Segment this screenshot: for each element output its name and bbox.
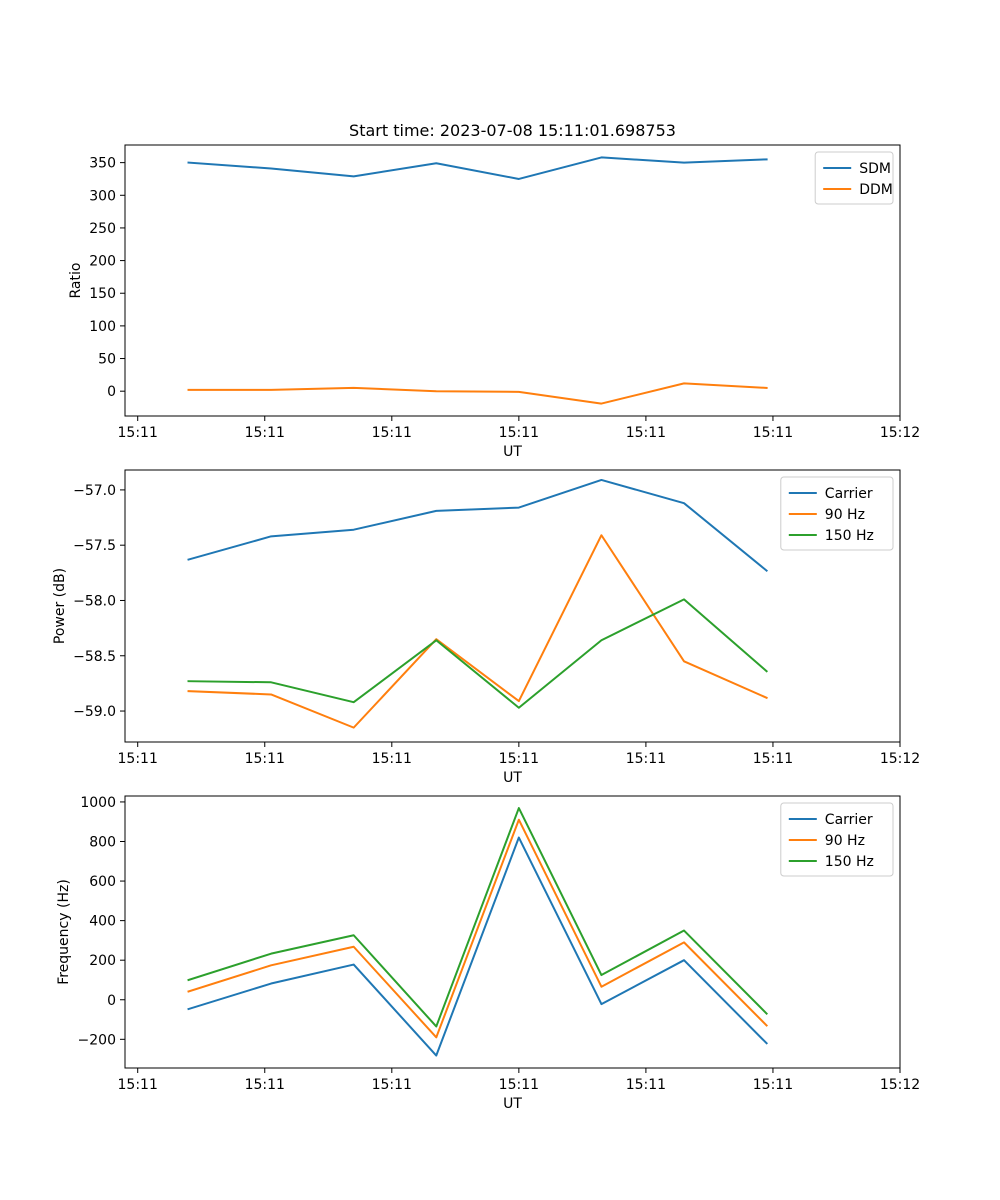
y-tick-label: 300 (89, 188, 116, 204)
y-tick-label: 350 (89, 156, 116, 172)
y-tick-label: −58.0 (73, 593, 116, 609)
series-line-90-hz (187, 818, 769, 1039)
legend-box (814, 151, 894, 205)
legend-box (780, 802, 894, 877)
y-tick-label: −58.5 (73, 649, 116, 665)
x-tick-label: 15:11 (372, 1077, 412, 1093)
y-tick-label: 600 (89, 874, 116, 890)
x-tick-label: 15:11 (626, 751, 666, 767)
x-tick-label: 15:11 (118, 425, 158, 441)
y-axis-label: Power (dB) (52, 568, 68, 644)
series-line-150-hz (187, 807, 769, 1028)
y-tick-label: −57.0 (73, 483, 116, 499)
x-tick-label: 15:11 (499, 1077, 539, 1093)
y-tick-label: −57.5 (73, 538, 116, 554)
x-tick-label: 15:11 (499, 425, 539, 441)
axes-frame (124, 144, 901, 417)
y-tick-label: 1000 (80, 795, 116, 811)
legend: Carrier 90 Hz 150 Hz (780, 476, 894, 551)
x-tick-label: 15:11 (245, 1077, 285, 1093)
y-tick-label: 800 (89, 834, 116, 850)
axes-frame (124, 795, 901, 1069)
ratio-panel: Start time: 2023-07-08 15:11:01.698753 1… (68, 121, 920, 460)
legend-label: 150 Hz (825, 528, 874, 544)
legend-label: 150 Hz (825, 854, 874, 870)
series-line-150-hz (187, 598, 769, 709)
x-tick-label: 15:11 (245, 425, 285, 441)
y-tick-label: 200 (89, 953, 116, 969)
x-tick-label: 15:11 (499, 751, 539, 767)
y-tick-label: −200 (78, 1032, 116, 1048)
x-axis-label: UT (503, 1096, 522, 1112)
legend-label: SDM (859, 161, 891, 177)
y-tick-label: −59.0 (73, 704, 116, 720)
legend-box (780, 476, 894, 551)
legend-label: Carrier (825, 486, 873, 502)
y-tick-label: 100 (89, 319, 116, 335)
legend-label: Carrier (825, 812, 873, 828)
x-tick-label: 15:11 (753, 425, 793, 441)
x-tick-label: 15:11 (118, 1077, 158, 1093)
x-axis-label: UT (503, 770, 522, 786)
y-tick-label: 400 (89, 914, 116, 930)
legend-label: 90 Hz (825, 833, 865, 849)
series-line-90-hz (187, 534, 768, 729)
axes-frame (124, 469, 901, 743)
x-tick-label: 15:12 (880, 1077, 920, 1093)
series-line-carrier (187, 478, 769, 573)
legend: SDM DDM (814, 151, 894, 205)
x-tick-label: 15:12 (880, 425, 920, 441)
y-tick-label: 50 (98, 352, 116, 368)
y-axis-label: Ratio (68, 263, 84, 299)
x-tick-label: 15:11 (626, 1077, 666, 1093)
series-line-sdm (187, 156, 768, 180)
legend-label: 90 Hz (825, 507, 865, 523)
series-line-carrier (187, 836, 769, 1057)
x-axis-label: UT (503, 444, 522, 460)
x-tick-label: 15:11 (118, 751, 158, 767)
legend-label: DDM (859, 182, 893, 198)
y-tick-label: 250 (89, 221, 116, 237)
x-tick-label: 15:11 (372, 751, 412, 767)
chart-title: Start time: 2023-07-08 15:11:01.698753 (349, 121, 676, 140)
y-tick-label: 200 (89, 254, 116, 270)
x-tick-label: 15:11 (753, 1077, 793, 1093)
legend: Carrier 90 Hz 150 Hz (780, 802, 894, 877)
x-tick-label: 15:11 (626, 425, 666, 441)
y-axis-label: Frequency (Hz) (56, 879, 72, 985)
x-tick-label: 15:11 (753, 751, 793, 767)
series-line-ddm (187, 382, 768, 405)
x-tick-label: 15:11 (245, 751, 285, 767)
x-tick-label: 15:12 (880, 751, 920, 767)
x-tick-label: 15:11 (372, 425, 412, 441)
power-panel: 15:11 15:11 15:11 15:11 15:11 15:11 15:12 −59.0… (52, 469, 920, 786)
y-tick-label: 0 (107, 993, 116, 1009)
frequency-panel: 15:11 15:11 15:11 15:11 15:11 15:11 15:12 −200 0… (56, 795, 920, 1112)
y-tick-label: 150 (89, 286, 116, 302)
y-tick-label: 0 (107, 384, 116, 400)
